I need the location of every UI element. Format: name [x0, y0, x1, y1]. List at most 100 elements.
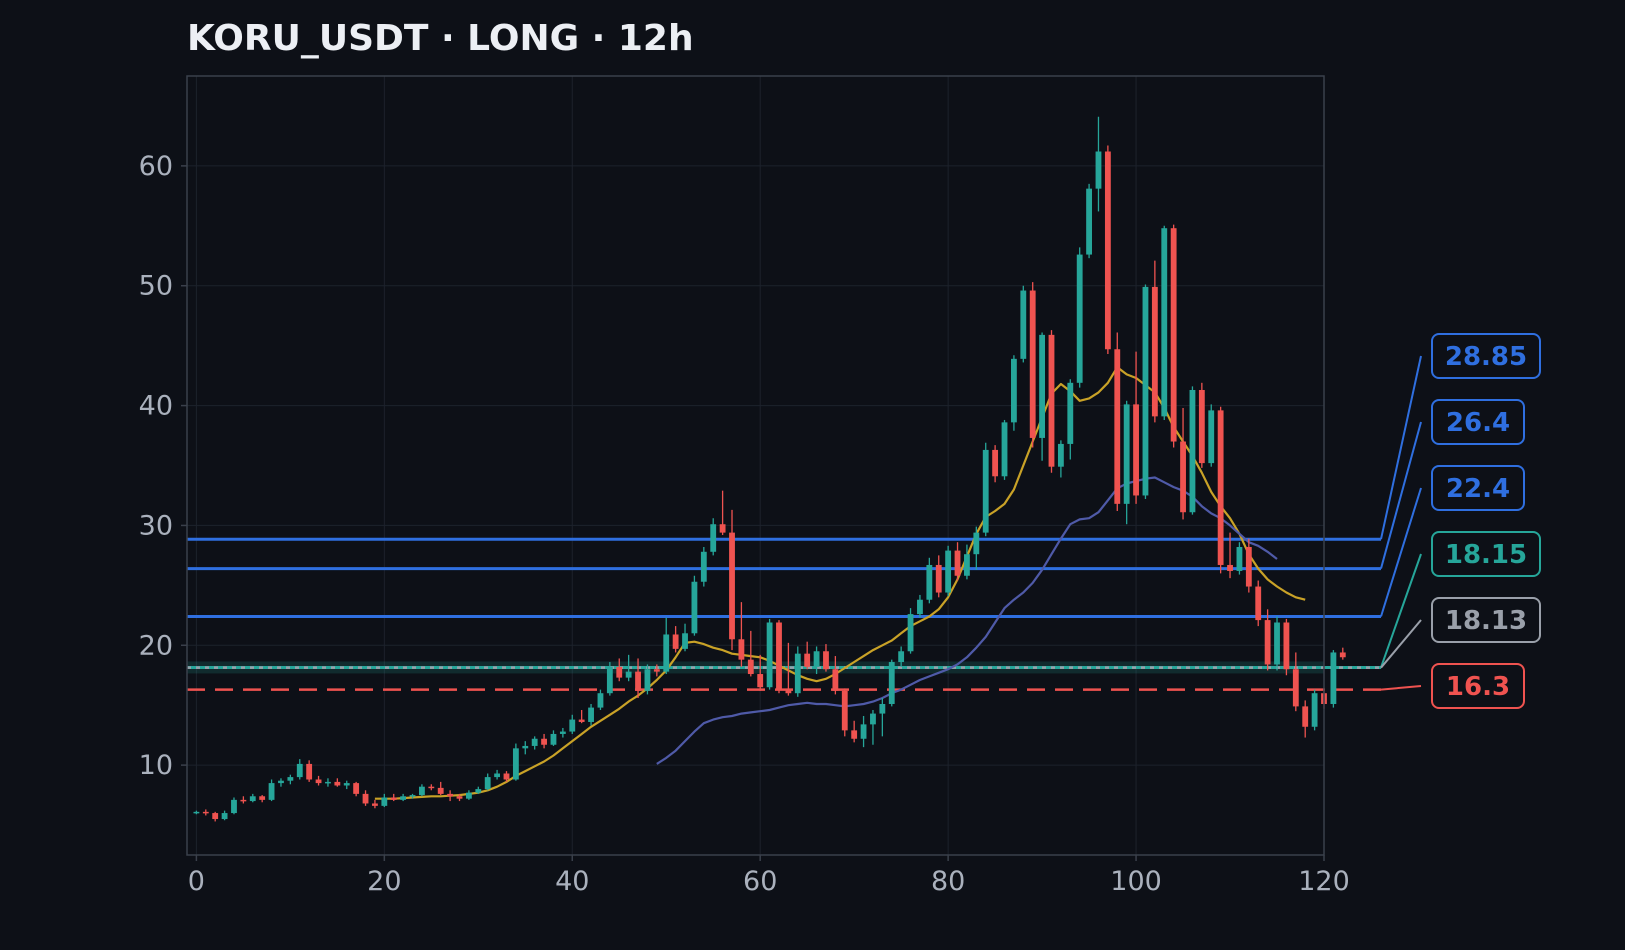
candle-body [973, 532, 980, 555]
candle-body [860, 724, 867, 739]
candle-body [757, 674, 764, 688]
level-badge-label: 28.85 [1445, 342, 1527, 372]
y-tick-label: 20 [139, 630, 173, 661]
candle-body [296, 763, 303, 778]
candle-body [1217, 410, 1224, 565]
candle-body [503, 773, 510, 780]
level-connector [1380, 553, 1422, 668]
level-badges: 28.85 26.4 22.4 18.15 18.13 16.3 [1431, 333, 1541, 709]
candle-body [268, 783, 275, 800]
candle-body [1095, 151, 1102, 189]
candle-body [653, 669, 660, 672]
level-badge-label: 18.13 [1445, 606, 1527, 636]
candle-body [700, 551, 707, 582]
candle-body [644, 669, 651, 691]
candle-body [738, 639, 745, 660]
candle-body [1010, 358, 1017, 423]
candle-body [1057, 443, 1064, 467]
candle-body [193, 811, 200, 814]
candle-body [381, 797, 388, 806]
x-tick-label: 100 [1110, 866, 1162, 897]
candle-body [278, 780, 284, 784]
candle-body [888, 662, 895, 704]
candle-body [353, 783, 360, 794]
candle-body [917, 599, 923, 615]
candle-body [315, 779, 322, 784]
candle-body [1067, 382, 1074, 444]
candle-body [879, 703, 886, 714]
candle-body [1076, 254, 1083, 383]
y-tick-label: 40 [139, 391, 173, 422]
candle-body [447, 793, 454, 797]
candle-body [1264, 620, 1271, 665]
candle-body [494, 773, 501, 778]
candle-body [785, 689, 792, 694]
candle-body [531, 738, 538, 746]
candle-body [437, 787, 444, 794]
candle-body [832, 669, 839, 691]
candle-body [1133, 404, 1139, 496]
candle-body [559, 731, 566, 734]
level-connector [1380, 685, 1422, 691]
candle-body [1292, 669, 1299, 707]
candle-body [1104, 151, 1111, 350]
y-tick-label: 30 [139, 510, 173, 541]
candle-body [606, 666, 613, 694]
candle-body [1029, 290, 1036, 438]
level-badge [1431, 465, 1525, 511]
candle-body [682, 633, 688, 649]
candle-body [1302, 706, 1309, 727]
candle-body [1151, 286, 1158, 417]
candle-body [456, 796, 463, 799]
candle-body [1227, 564, 1233, 571]
candle-body [390, 797, 397, 800]
x-tick-label: 60 [743, 866, 777, 897]
candle-body [766, 622, 773, 688]
y-tick-label: 60 [139, 151, 173, 182]
candle-body [428, 786, 435, 789]
candle-body [1330, 652, 1337, 704]
candle-body [212, 813, 219, 820]
y-tick-label: 50 [139, 271, 173, 302]
candle-body [569, 719, 576, 732]
candle-body [512, 748, 519, 780]
candle-body [870, 713, 876, 725]
candle-body [945, 550, 952, 593]
x-tick-label: 0 [188, 866, 205, 897]
level-badge [1431, 531, 1541, 577]
candle-body [1180, 441, 1186, 513]
level-badge-label: 16.3 [1446, 672, 1510, 702]
level-badge [1431, 597, 1541, 643]
candle-body [306, 763, 313, 780]
candle-body [954, 550, 961, 576]
candle-body [1255, 586, 1262, 621]
candle-body [964, 554, 970, 576]
candle-body [541, 738, 547, 745]
candle-body [1048, 334, 1055, 467]
candle-body [1283, 622, 1290, 670]
x-tick-label: 40 [555, 866, 589, 897]
candle-body [747, 659, 754, 675]
candle-body [287, 777, 294, 781]
level-connector [1380, 355, 1422, 540]
plot-frame [186, 75, 1325, 856]
candle-body [231, 799, 237, 814]
candle-body [325, 781, 331, 784]
candle-body [841, 690, 848, 731]
candle-body [1274, 622, 1280, 665]
candle-body [249, 796, 256, 802]
moving-averages [374, 366, 1306, 800]
moving-average-line [656, 476, 1278, 765]
candle-body [522, 745, 529, 749]
level-connector [1380, 619, 1422, 669]
candle-body [813, 651, 820, 667]
candle-body [898, 651, 905, 663]
y-tick-label: 10 [139, 750, 173, 781]
candle-body [794, 653, 801, 694]
candle-body [419, 786, 425, 796]
candle-body [334, 781, 341, 786]
candle-body [823, 651, 829, 670]
candle-body [625, 671, 632, 678]
candles [193, 116, 1346, 822]
